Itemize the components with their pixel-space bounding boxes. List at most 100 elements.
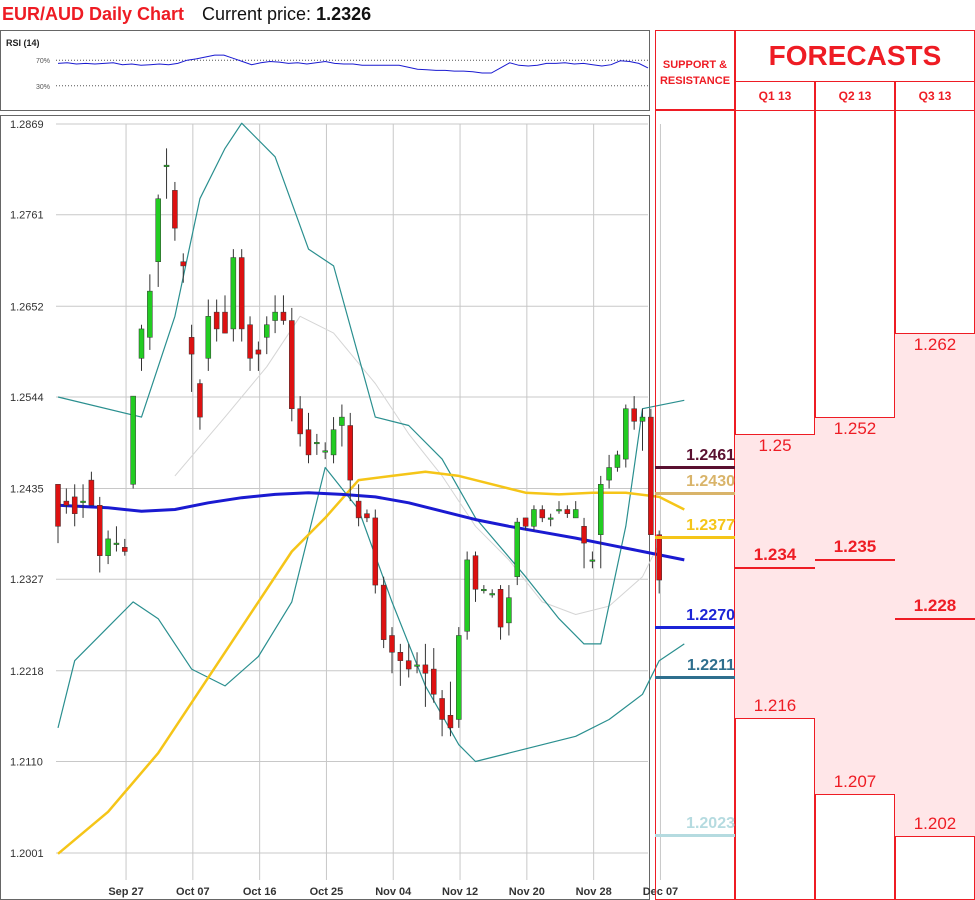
current-price: Current price: 1.2326 xyxy=(202,4,371,25)
y-tick-label: 1.2761 xyxy=(10,210,44,222)
quarter-header: Q1 13 xyxy=(735,81,815,111)
candle-body xyxy=(280,311,287,321)
y-tick-label: 1.2544 xyxy=(10,392,44,404)
candle-body xyxy=(606,467,612,481)
sr-level-line xyxy=(655,833,735,837)
candle-body xyxy=(222,311,228,334)
rsi-panel: RSI (14) 70% 30% xyxy=(0,30,650,111)
candle-body xyxy=(506,597,512,624)
x-tick-label: Oct 07 xyxy=(176,886,210,898)
candle-body xyxy=(97,505,103,556)
candle-body xyxy=(197,383,203,418)
forecast-high-label: 1.25 xyxy=(758,435,792,455)
x-tick-label: Oct 25 xyxy=(310,886,344,898)
current-price-value: 1.2326 xyxy=(316,4,372,24)
forecast-low-label: 1.216 xyxy=(753,696,797,716)
quarter-header: Q2 13 xyxy=(815,81,895,111)
candle-body xyxy=(180,261,186,267)
candle-body xyxy=(531,509,537,527)
candle-body xyxy=(598,484,604,535)
candle-body xyxy=(397,652,404,661)
forecast-range-band xyxy=(815,417,895,796)
y-tick-label: 1.2110 xyxy=(10,756,43,768)
x-tick-label: Nov 04 xyxy=(375,886,412,898)
sr-level-label: 1.2211 xyxy=(686,656,735,674)
y-tick-label: 1.2327 xyxy=(10,574,44,586)
candle-body xyxy=(564,509,571,514)
candle-body xyxy=(272,311,278,321)
x-tick-label: Dec 07 xyxy=(643,886,678,898)
forecasts-title: FORECASTS xyxy=(735,30,975,82)
sr-header-line2: RESISTANCE xyxy=(659,75,731,87)
rsi-line xyxy=(57,54,649,74)
candle-body xyxy=(322,450,328,453)
rsi-70-label: 70% xyxy=(36,58,50,65)
forecast-range-band xyxy=(895,333,975,838)
candle-body xyxy=(330,429,337,456)
candle-body xyxy=(347,425,353,481)
x-tick-label: Nov 12 xyxy=(442,886,478,898)
candle-body xyxy=(648,416,654,535)
forecast-low-label: 1.202 xyxy=(913,814,957,834)
candle-body xyxy=(314,442,320,445)
candle-body xyxy=(255,349,262,355)
x-tick-label: Nov 28 xyxy=(576,886,612,898)
candle-body xyxy=(364,513,370,519)
x-tick-label: Oct 16 xyxy=(243,886,277,898)
candle-body xyxy=(305,429,312,456)
y-tick-label: 1.2218 xyxy=(10,666,44,678)
candle-body xyxy=(71,496,78,514)
candle-body xyxy=(481,589,487,592)
candle-body xyxy=(489,593,495,596)
candle-body xyxy=(138,328,145,359)
candle-body xyxy=(572,509,579,519)
candle-body xyxy=(656,534,662,581)
candle-body xyxy=(389,635,395,653)
candle-body xyxy=(431,668,437,695)
candle-body xyxy=(497,589,504,628)
candle-body xyxy=(155,198,161,262)
candle-body xyxy=(547,517,554,520)
candle-body xyxy=(205,316,212,359)
support-resistance-header: SUPPORT & RESISTANCE xyxy=(655,30,735,110)
x-axis: Sep 27 Oct 07 Oct 16 Oct 25 Nov 04 Nov 12 Nov … xyxy=(108,886,678,898)
candle-body xyxy=(130,395,136,485)
y-tick-label: 1.2652 xyxy=(10,301,44,313)
candle-body xyxy=(230,257,237,330)
candle-body xyxy=(238,257,245,330)
candle-body xyxy=(247,324,253,359)
forecast-high-label: 1.252 xyxy=(833,419,877,439)
rsi-label: RSI (14) xyxy=(6,38,40,48)
candle-body xyxy=(556,509,562,512)
candle-body xyxy=(639,416,646,422)
candle-body xyxy=(88,479,95,506)
candle-body xyxy=(631,408,637,422)
candle-body xyxy=(172,190,178,229)
candle-body xyxy=(581,526,587,544)
candle-body xyxy=(339,416,345,426)
candle-body xyxy=(163,164,170,167)
sr-level-line xyxy=(655,465,735,469)
candle-body xyxy=(63,500,70,506)
sr-level-line xyxy=(655,491,735,495)
candle-body xyxy=(297,408,303,435)
candle-body xyxy=(213,311,220,330)
sr-level-label: 1.2430 xyxy=(686,472,735,490)
candle-body xyxy=(405,660,412,670)
bollinger-middle-line xyxy=(174,315,660,615)
sr-level-label: 1.2377 xyxy=(686,517,735,535)
candle-body xyxy=(623,408,629,460)
quarter-header: Q3 13 xyxy=(895,81,975,111)
candle-body xyxy=(439,698,445,720)
candle-body xyxy=(539,509,546,519)
forecast-mid-line xyxy=(815,558,895,561)
current-price-label: Current price: xyxy=(202,4,312,24)
candle-body xyxy=(113,542,120,545)
candle-body xyxy=(456,635,462,720)
candle-body xyxy=(289,320,295,409)
candle-body xyxy=(380,584,387,640)
x-tick-label: Sep 27 xyxy=(108,886,143,898)
forecast-high-label: 1.262 xyxy=(913,335,957,355)
candle-body xyxy=(122,547,128,552)
